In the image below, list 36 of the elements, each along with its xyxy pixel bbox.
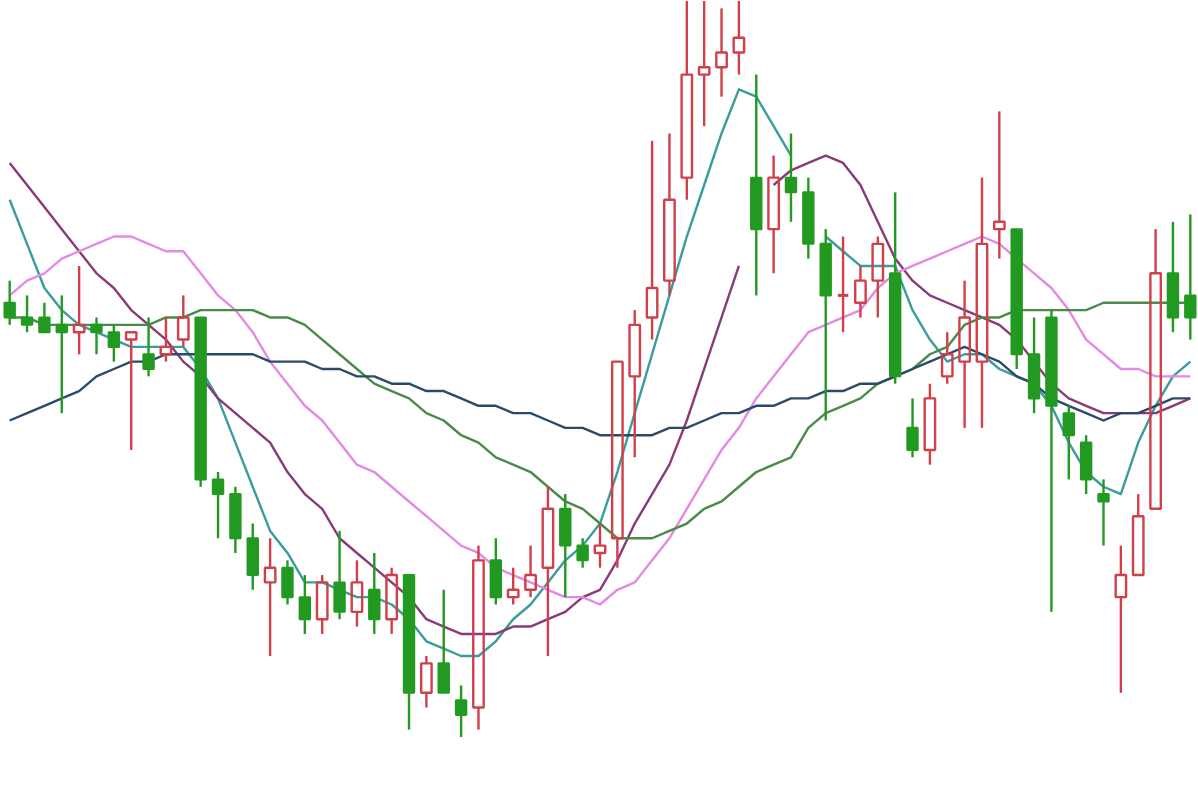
candlestick [992,110,1006,260]
candlestick [1045,308,1058,614]
candlestick [645,139,659,341]
candlestick [697,1,711,128]
candlestick [263,537,277,658]
candlestick [576,537,589,569]
candlestick [663,132,676,297]
candlestick [784,132,798,223]
candlestick [3,279,16,327]
candlestick [906,397,919,459]
candlestick [854,264,867,319]
candlestick [55,294,68,415]
candlestick [1097,478,1110,547]
candlestick [1184,213,1197,341]
candlestick [524,544,537,599]
candlestick [750,73,763,297]
candlestick [836,235,850,334]
candlestick [958,279,972,430]
candlestick [72,264,86,356]
candlestick [142,316,155,378]
candlestick [767,154,781,275]
candlestick [90,316,103,356]
candlestick [176,294,190,349]
candlestick [1114,544,1128,695]
candlestick [333,529,346,621]
candlestick [229,485,242,555]
candlestick [472,544,485,731]
candlestick [541,485,555,658]
candlestick [281,559,294,606]
candlestick [680,1,694,201]
candlestick [802,176,815,260]
candlestick [732,1,746,76]
candlestick [385,566,399,636]
candlestick [715,7,728,98]
candlestick [419,654,433,709]
candlestick [975,176,989,430]
